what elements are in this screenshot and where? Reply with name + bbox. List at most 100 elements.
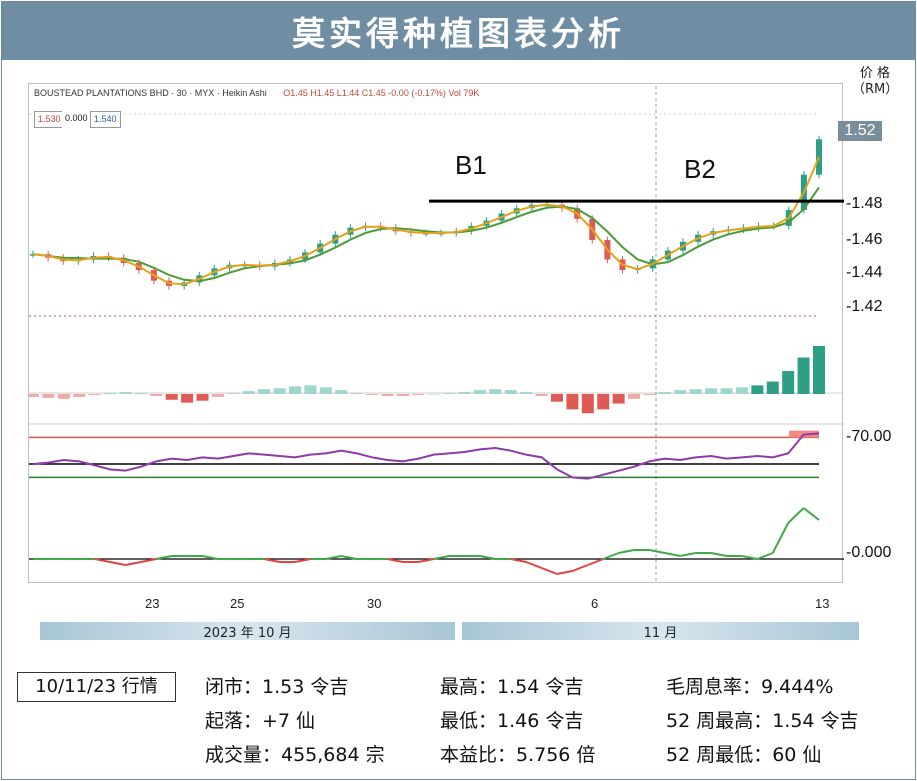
chart-box-mid: 0.000 bbox=[62, 111, 91, 128]
y-tick-rsi-70: -70.00 bbox=[846, 428, 892, 445]
momentum-line-segment bbox=[572, 564, 589, 572]
histogram-bar bbox=[443, 393, 456, 394]
chart-box-right: 1.540 bbox=[90, 111, 121, 128]
histogram-bar bbox=[319, 387, 332, 394]
histogram-bar bbox=[458, 392, 471, 394]
histogram-bar bbox=[813, 346, 825, 394]
histogram-bar bbox=[628, 394, 641, 399]
momentum-line-segment bbox=[771, 522, 790, 554]
histogram-bar bbox=[612, 394, 625, 404]
x-tick-6: 6 bbox=[591, 596, 599, 611]
histogram-bar bbox=[520, 392, 533, 394]
momentum-line-segment bbox=[156, 555, 172, 560]
momentum-line-segment bbox=[787, 507, 805, 524]
histogram-bar bbox=[720, 388, 733, 394]
histogram-bar bbox=[782, 370, 795, 394]
histogram-bar bbox=[597, 394, 610, 410]
histogram-bar bbox=[42, 394, 55, 398]
stat-high: 最高：1.54 令吉 bbox=[440, 676, 584, 698]
histogram-bar bbox=[57, 394, 70, 399]
histogram-bar bbox=[751, 385, 764, 394]
momentum-line-segment bbox=[109, 561, 126, 566]
histogram-bar bbox=[551, 394, 563, 402]
price-candle bbox=[816, 139, 822, 175]
momentum-line-segment bbox=[140, 558, 157, 563]
month-bar-october: 2023 年 10 月 bbox=[40, 622, 455, 641]
histogram-bar bbox=[273, 388, 286, 394]
histogram-bar bbox=[797, 357, 810, 394]
momentum-line-segment bbox=[556, 570, 573, 575]
chart-ohlc: O1.45 H1.45 L1.44 C1.45 -0.00 (-0.17%) V… bbox=[283, 88, 480, 98]
chart-header: BOUSTEAD PLANTATIONS BHD · 30 · MYX · He… bbox=[34, 88, 479, 98]
stat-dividend-yield: 毛周息率：9.444% bbox=[666, 676, 834, 698]
histogram-bar bbox=[150, 394, 163, 396]
momentum-line-segment bbox=[263, 558, 280, 563]
momentum-line-segment bbox=[541, 567, 558, 575]
annotation-b2: B2 bbox=[684, 154, 716, 184]
histogram-bar bbox=[412, 394, 425, 395]
momentum-line-segment bbox=[802, 507, 820, 521]
momentum-line-segment bbox=[479, 555, 496, 560]
histogram-bar bbox=[381, 394, 394, 396]
momentum-line-segment bbox=[125, 561, 142, 566]
chart-area bbox=[27, 83, 844, 583]
histogram-bar bbox=[674, 390, 687, 394]
y-tick-zero: -0.000 bbox=[846, 544, 892, 561]
annotation-b1: B1 bbox=[455, 150, 487, 180]
histogram-bar bbox=[350, 393, 363, 394]
histogram-bar bbox=[165, 394, 178, 400]
momentum-line-segment bbox=[680, 552, 696, 557]
stat-volume: 成交量：455,684 宗 bbox=[205, 744, 385, 766]
momentum-line-segment bbox=[756, 552, 774, 560]
stat-pe: 本益比：5.756 倍 bbox=[440, 744, 596, 766]
x-tick-25: 25 bbox=[230, 596, 245, 611]
month-bar-november: 11 月 bbox=[462, 622, 859, 641]
histogram-bar bbox=[427, 394, 440, 395]
histogram-bar bbox=[181, 394, 194, 403]
histogram-bar bbox=[104, 393, 117, 394]
y-tick-1-48: -1.48 bbox=[846, 195, 883, 212]
moving-average-fast bbox=[32, 156, 820, 286]
stat-low: 最低：1.46 令吉 bbox=[440, 710, 584, 732]
stat-close: 闭市：1.53 令吉 bbox=[205, 676, 349, 698]
histogram-bar bbox=[73, 394, 86, 397]
stat-52w-high: 52 周最高：1.54 令吉 bbox=[666, 710, 859, 732]
momentum-line-segment bbox=[664, 552, 681, 557]
momentum-line-segment bbox=[387, 558, 404, 563]
momentum-line-segment bbox=[618, 549, 635, 554]
momentum-line-segment bbox=[741, 555, 758, 560]
momentum-line-segment bbox=[587, 558, 604, 566]
x-tick-30: 30 bbox=[367, 596, 382, 611]
histogram-bar bbox=[211, 394, 224, 397]
histogram-bar bbox=[88, 394, 101, 395]
chart-symbol: BOUSTEAD PLANTATIONS BHD · 30 · MYX · He… bbox=[34, 88, 267, 98]
y-tick-1-42: -1.42 bbox=[846, 298, 883, 315]
histogram-bar bbox=[304, 385, 317, 394]
stats-date: 10/11/23 行情 bbox=[17, 672, 176, 702]
histogram-bar bbox=[566, 394, 579, 410]
histogram-bar bbox=[335, 390, 348, 394]
histogram-bar bbox=[658, 392, 671, 394]
histogram-bar bbox=[643, 394, 656, 395]
momentum-line-segment bbox=[710, 552, 727, 557]
x-tick-23: 23 bbox=[145, 596, 160, 611]
momentum-line-segment bbox=[649, 549, 666, 554]
histogram-bar bbox=[504, 390, 517, 394]
stat-52w-low: 52 周最低：60 仙 bbox=[666, 744, 822, 766]
histogram-bar bbox=[689, 389, 702, 394]
momentum-line-segment bbox=[433, 555, 450, 560]
rsi-line bbox=[32, 432, 820, 480]
histogram-bar bbox=[735, 387, 748, 394]
momentum-line-segment bbox=[341, 555, 357, 560]
current-price-tag: 1.52 bbox=[838, 121, 882, 141]
histogram-bar bbox=[473, 390, 486, 394]
stat-change: 起落：+7 仙 bbox=[205, 710, 316, 732]
x-tick-13: 13 bbox=[815, 596, 830, 611]
histogram-bar bbox=[289, 386, 301, 394]
histogram-bar bbox=[489, 389, 502, 394]
page-title: 莫实得种植图表分析 bbox=[292, 14, 625, 53]
momentum-line-segment bbox=[525, 561, 542, 569]
y-tick-1-44: -1.44 bbox=[846, 264, 883, 281]
price-unit-label: 价 格 （RM） bbox=[852, 66, 899, 97]
moving-average-slow bbox=[32, 186, 820, 283]
